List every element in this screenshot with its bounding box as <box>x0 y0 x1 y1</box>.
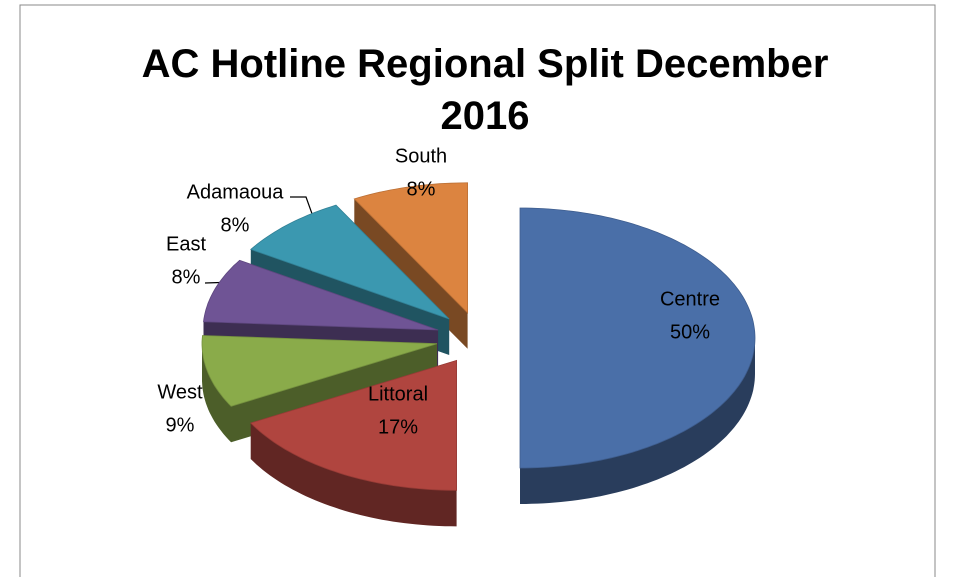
slice-label: Adamaoua <box>187 181 285 203</box>
chart-title: AC Hotline Regional Split December 2016 <box>141 42 829 138</box>
slice-label: Littoral <box>368 383 428 405</box>
slice-label: South <box>395 145 447 167</box>
slice <box>203 259 439 331</box>
slice <box>353 182 468 314</box>
slice-value-label: 8% <box>172 266 201 288</box>
chart-frame <box>19 4 936 577</box>
slice-label: Centre <box>660 288 720 310</box>
slice <box>250 204 450 320</box>
slice-value-label: 50% <box>670 321 710 343</box>
slice <box>249 359 457 491</box>
pie <box>201 182 756 527</box>
slice <box>201 335 438 407</box>
slice-label: West <box>157 381 203 403</box>
slice-value-label: 9% <box>166 414 195 436</box>
slice-value-label: 8% <box>221 214 250 236</box>
slice <box>519 207 756 469</box>
slice-value-label: 17% <box>378 416 418 438</box>
slice-label: East <box>166 233 206 255</box>
slice-value-label: 8% <box>407 178 436 200</box>
